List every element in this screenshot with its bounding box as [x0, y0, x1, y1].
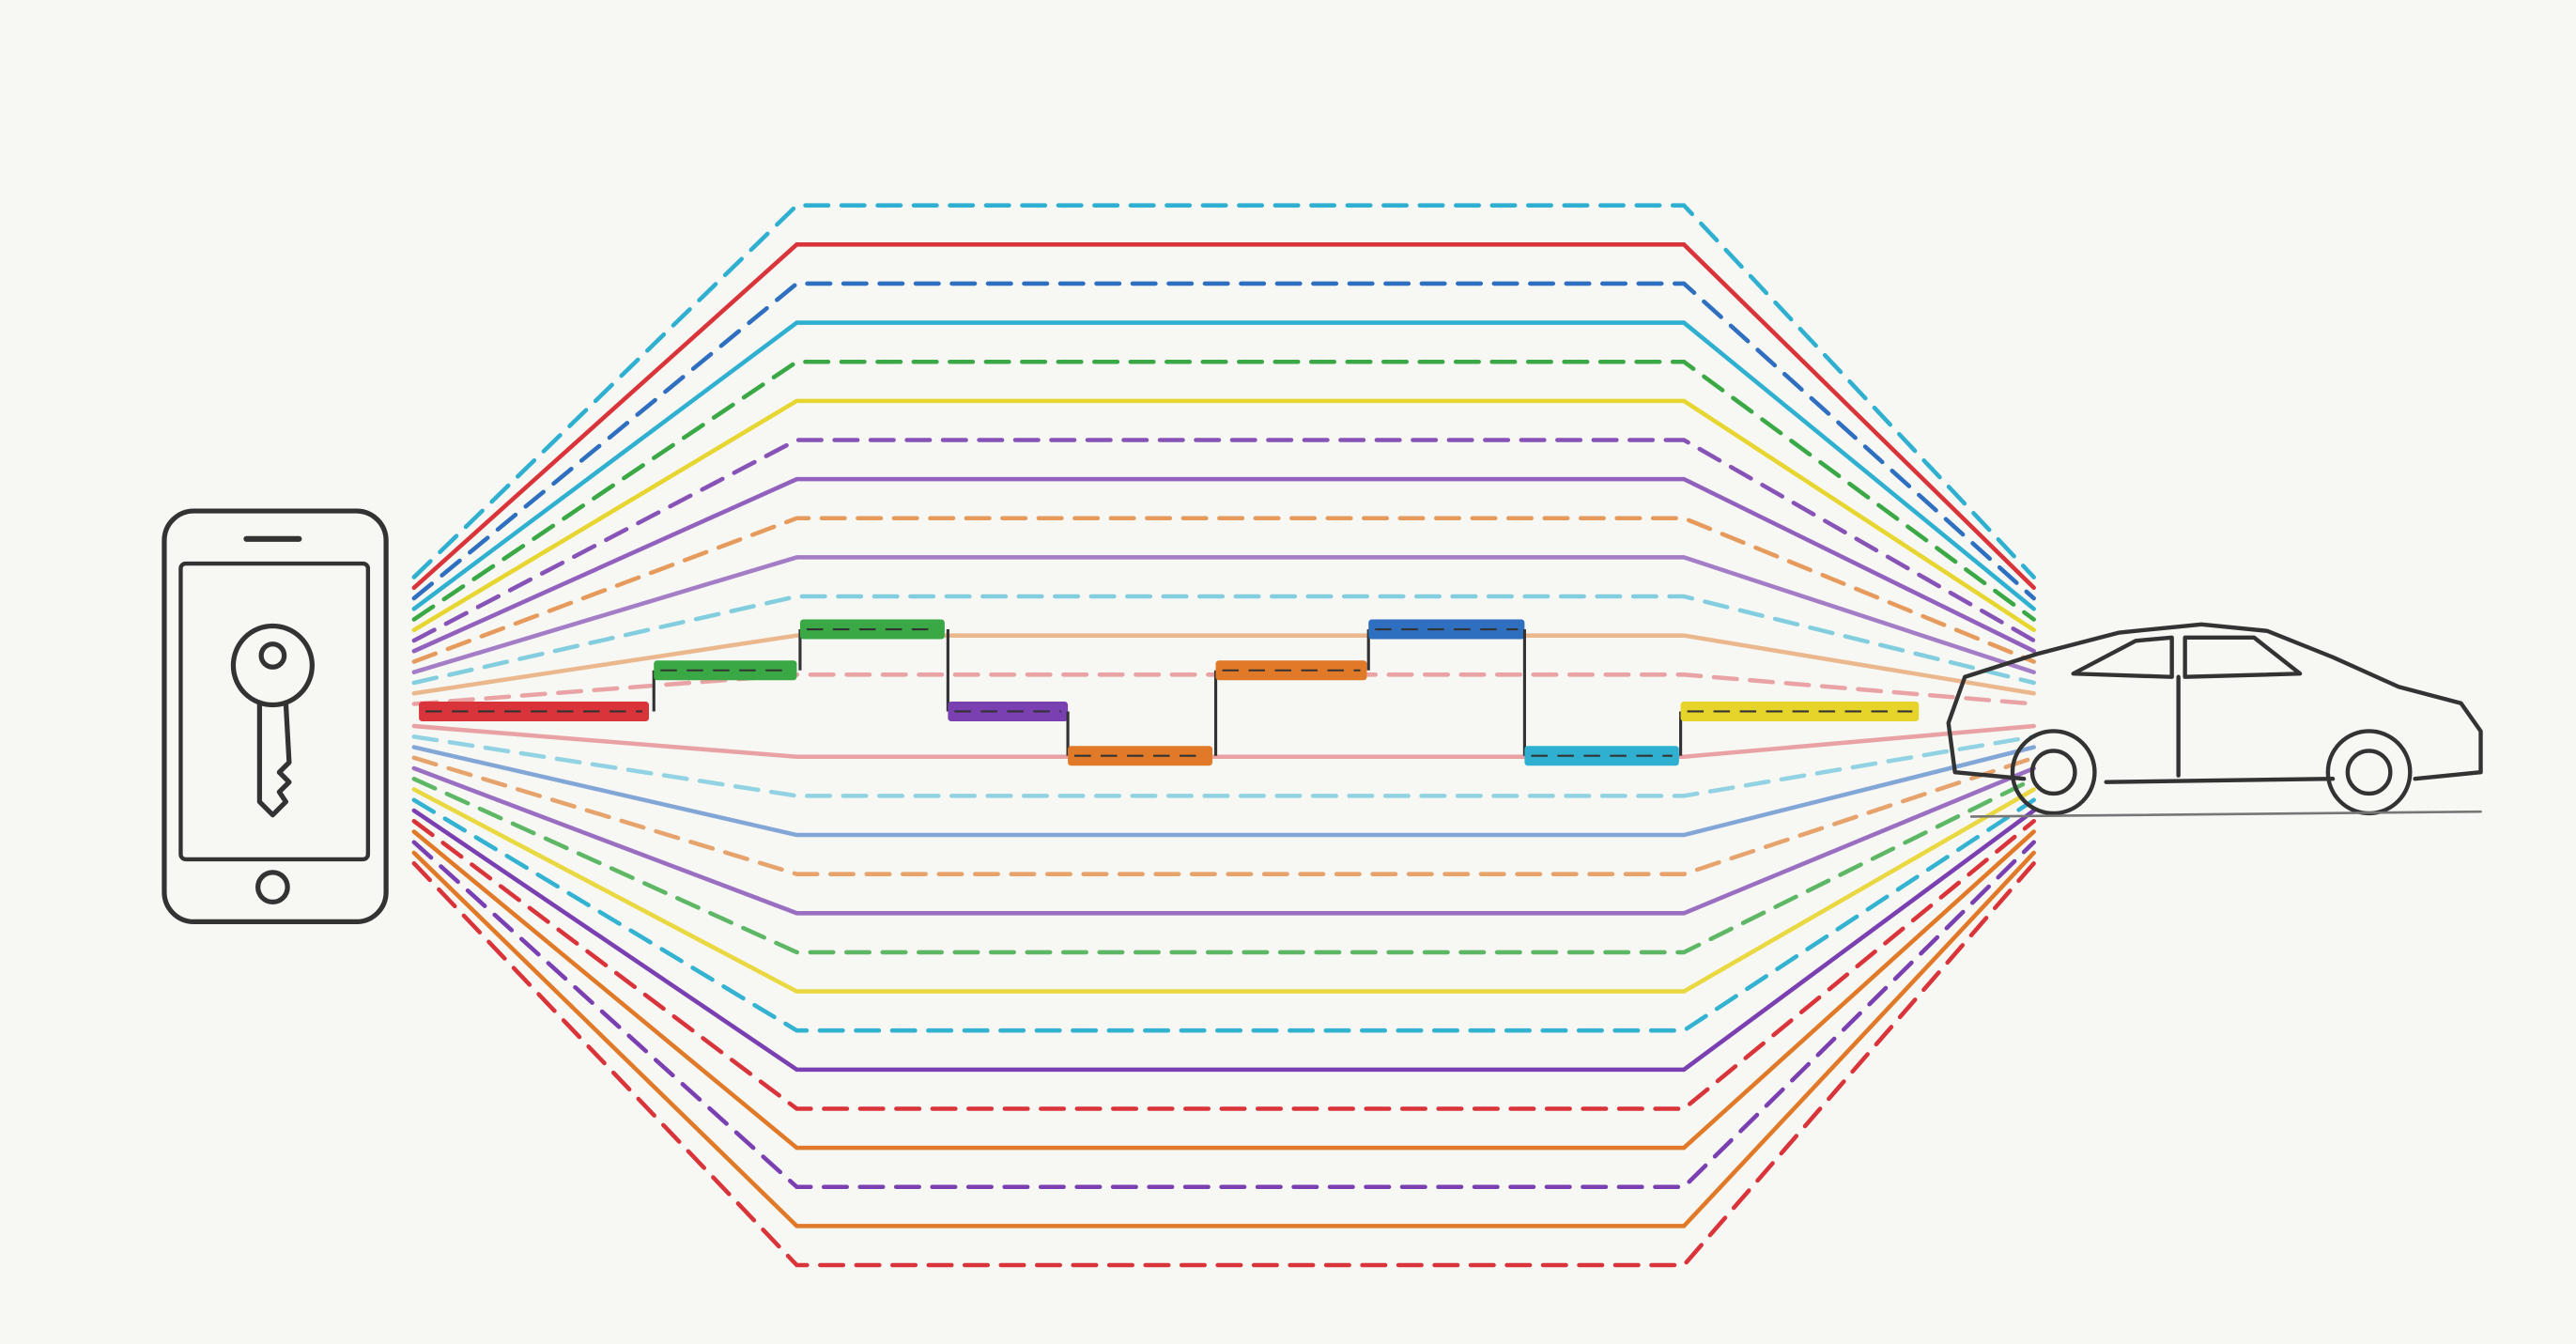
channel-line [411, 672, 2036, 706]
channel-line [411, 787, 2036, 994]
channel-line [411, 476, 2036, 654]
channel-line [411, 818, 2036, 1111]
phone-icon [162, 508, 389, 925]
channel-line [411, 860, 2036, 1268]
channel-line [411, 734, 2036, 798]
channel-line [411, 438, 2036, 643]
channel-line [411, 755, 2036, 876]
channel-line [411, 745, 2036, 838]
channel-line [411, 320, 2036, 611]
channel-line [411, 359, 2036, 622]
channel-line [411, 777, 2036, 955]
channel-line [411, 633, 2036, 696]
hop-segment [1215, 660, 1367, 681]
channel-line [411, 829, 2036, 1151]
channel-line [411, 242, 2036, 591]
channel-line [411, 840, 2036, 1190]
channel-line [411, 516, 2036, 664]
hop-segment [1368, 619, 1525, 640]
channel-line [411, 281, 2036, 601]
channel-line [411, 594, 2036, 686]
hop-path [419, 619, 1920, 766]
channel-line [411, 765, 2036, 916]
channel-line [411, 723, 2036, 760]
channel-line [411, 398, 2036, 633]
key-icon [230, 623, 316, 818]
channel-line [411, 850, 2036, 1228]
channel-line [411, 808, 2036, 1073]
channel-line [411, 555, 2036, 675]
channel-fan [411, 203, 2036, 1268]
channel-line [411, 203, 2036, 579]
channel-line [411, 797, 2036, 1033]
car-icon [1946, 622, 2483, 818]
hop-segment [1524, 746, 1679, 766]
